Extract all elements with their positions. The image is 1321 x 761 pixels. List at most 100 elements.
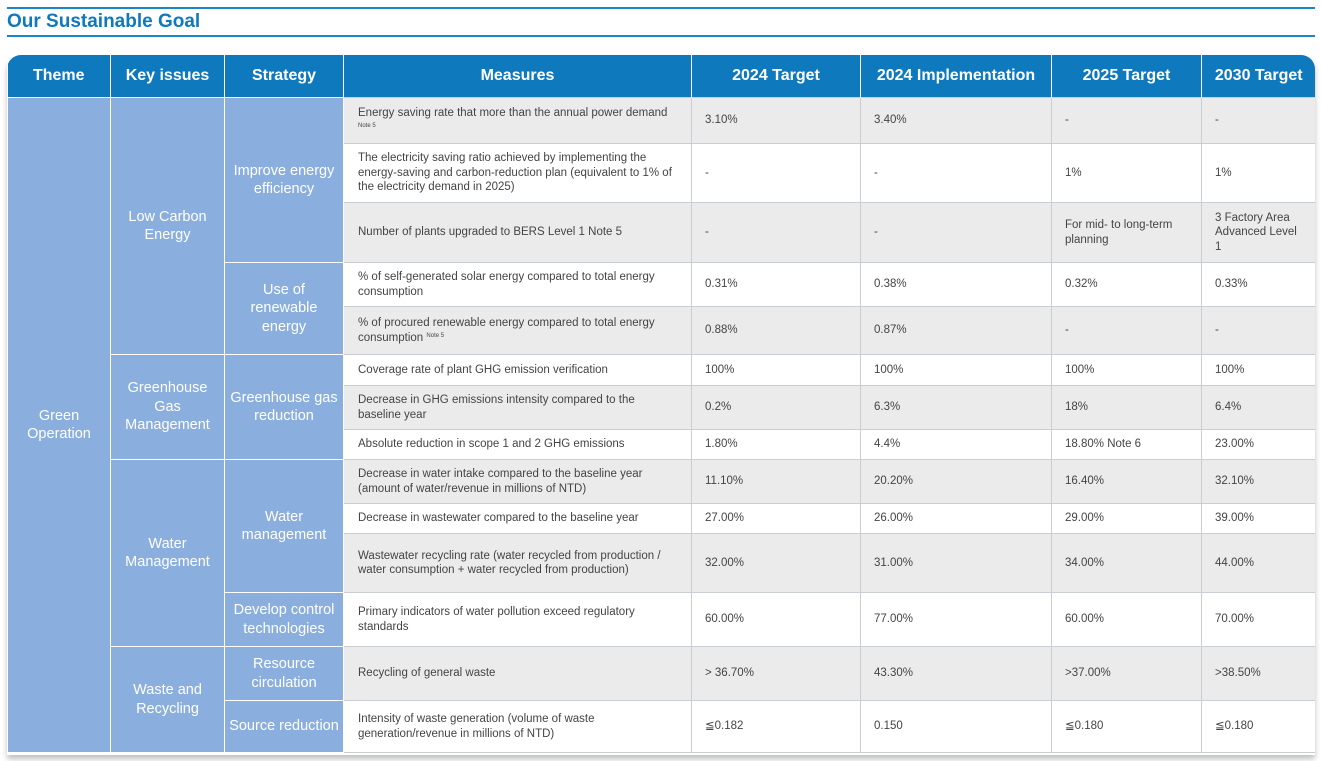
measure-text: % of procured renewable energy compared … — [358, 317, 655, 344]
target-2025-cell: 18.80% Note 6 — [1051, 429, 1202, 460]
measure-cell: Wastewater recycling rate (water recycle… — [343, 533, 692, 593]
implementation-2024-cell: 6.3% — [860, 385, 1052, 430]
target-2030-cell: 44.00% — [1201, 533, 1315, 593]
target-2025-cell: 18% — [1051, 385, 1202, 430]
strategy-cell: Water management — [224, 459, 344, 593]
target-2030-cell: 23.00% — [1201, 429, 1315, 460]
target-2030-cell: >38.50% — [1201, 646, 1315, 701]
measure-cell: Decrease in water intake compared to the… — [343, 459, 692, 504]
target-2030-cell: 39.00% — [1201, 503, 1315, 534]
target-2025-cell: - — [1051, 97, 1202, 144]
header-row: Theme Key issues Strategy Measures 2024 … — [7, 55, 1315, 98]
target-2025-cell: - — [1051, 306, 1202, 355]
measure-text: Energy saving rate that more than the an… — [358, 107, 668, 119]
target-2024-cell: 11.10% — [691, 459, 861, 504]
target-2030-cell: 3 Factory Area Advanced Level 1 — [1201, 202, 1315, 263]
target-2030-cell: 70.00% — [1201, 592, 1315, 647]
note-ref: Note 5 — [358, 122, 376, 129]
target-2024-cell: - — [691, 143, 861, 203]
implementation-2024-cell: 77.00% — [860, 592, 1052, 647]
measure-cell: Decrease in GHG emissions intensity comp… — [343, 385, 692, 430]
header-measures: Measures — [343, 55, 692, 98]
goals-table: Theme Key issues Strategy Measures 2024 … — [7, 55, 1315, 753]
measure-cell: Coverage rate of plant GHG emission veri… — [343, 354, 692, 386]
header-theme: Theme — [7, 55, 111, 98]
table-row: Greenhouse Gas Management Greenhouse gas… — [8, 354, 1315, 460]
table-row: Water Management Water management Decrea… — [8, 459, 1315, 647]
implementation-2024-cell: 100% — [860, 354, 1052, 386]
target-2024-cell: 100% — [691, 354, 861, 386]
table-row: Decrease in wastewater compared to the b… — [8, 503, 1315, 534]
implementation-2024-cell: - — [860, 202, 1052, 263]
implementation-2024-cell: 4.4% — [860, 429, 1052, 460]
target-2030-cell: - — [1201, 97, 1315, 144]
table-row: Use of renewable energy % of self-genera… — [8, 262, 1315, 355]
key-issue-cell: Greenhouse Gas Management — [110, 354, 225, 460]
target-2030-cell: - — [1201, 306, 1315, 355]
implementation-2024-cell: 31.00% — [860, 533, 1052, 593]
strategy-cell: Improve energy efficiency — [224, 97, 344, 263]
table-row: % of procured renewable energy compared … — [8, 306, 1315, 355]
implementation-2024-cell: 0.150 — [860, 700, 1052, 753]
implementation-2024-cell: 26.00% — [860, 503, 1052, 534]
header-2025-target: 2025 Target — [1051, 55, 1202, 98]
implementation-2024-cell: 43.30% — [860, 646, 1052, 701]
target-2024-cell: 32.00% — [691, 533, 861, 593]
note-ref: Note 5 — [426, 332, 445, 339]
strategy-cell: Resource circulation — [224, 646, 344, 701]
table-row: Number of plants upgraded to BERS Level … — [8, 202, 1315, 263]
implementation-2024-cell: 3.40% — [860, 97, 1052, 144]
target-2025-cell: 1% — [1051, 143, 1202, 203]
target-2024-cell: ≦0.182 — [691, 700, 861, 753]
measure-cell: Decrease in wastewater compared to the b… — [343, 503, 692, 534]
target-2024-cell: 0.88% — [691, 306, 861, 355]
target-2025-cell: >37.00% — [1051, 646, 1202, 701]
header-2024-implementation: 2024 Implementation — [860, 55, 1052, 98]
measure-cell: Energy saving rate that more than the an… — [343, 97, 692, 144]
target-2025-cell: 16.40% — [1051, 459, 1202, 504]
theme-cell: Green Operation — [7, 97, 111, 753]
table-row: Source reduction Intensity of waste gene… — [8, 700, 1315, 753]
header-2024-target: 2024 Target — [691, 55, 861, 98]
table-row: Waste and Recycling Resource circulation… — [8, 646, 1315, 753]
target-2030-cell: 32.10% — [1201, 459, 1315, 504]
key-issue-cell: Low Carbon Energy — [110, 97, 225, 355]
target-2025-cell: 60.00% — [1051, 592, 1202, 647]
target-2025-cell: For mid- to long-term planning — [1051, 202, 1202, 263]
key-issue-cell: Waste and Recycling — [110, 646, 225, 753]
implementation-2024-cell: - — [860, 143, 1052, 203]
target-2024-cell: - — [691, 202, 861, 263]
target-2030-cell: 6.4% — [1201, 385, 1315, 430]
target-2030-cell: 1% — [1201, 143, 1315, 203]
target-2030-cell: 100% — [1201, 354, 1315, 386]
strategy-cell: Greenhouse gas reduction — [224, 354, 344, 460]
header-key-issues: Key issues — [110, 55, 225, 98]
strategy-cell: Source reduction — [224, 700, 344, 753]
target-2024-cell: > 36.70% — [691, 646, 861, 701]
target-2030-cell: 0.33% — [1201, 262, 1315, 307]
target-2030-cell: ≦0.180 — [1201, 700, 1315, 753]
target-2025-cell: 100% — [1051, 354, 1202, 386]
implementation-2024-cell: 0.87% — [860, 306, 1052, 355]
header-2030-target: 2030 Target — [1201, 55, 1315, 98]
target-2024-cell: 0.31% — [691, 262, 861, 307]
measure-cell: Absolute reduction in scope 1 and 2 GHG … — [343, 429, 692, 460]
measure-cell: % of self-generated solar energy compare… — [343, 262, 692, 307]
goals-table-container: Theme Key issues Strategy Measures 2024 … — [7, 55, 1315, 755]
target-2024-cell: 27.00% — [691, 503, 861, 534]
measure-cell: % of procured renewable energy compared … — [343, 306, 692, 355]
target-2025-cell: ≦0.180 — [1051, 700, 1202, 753]
measure-cell: Primary indicators of water pollution ex… — [343, 592, 692, 647]
target-2024-cell: 1.80% — [691, 429, 861, 460]
strategy-cell: Develop control technologies — [224, 592, 344, 647]
target-2024-cell: 60.00% — [691, 592, 861, 647]
measure-cell: The electricity saving ratio achieved by… — [343, 143, 692, 203]
implementation-2024-cell: 0.38% — [860, 262, 1052, 307]
measure-cell: Number of plants upgraded to BERS Level … — [343, 202, 692, 263]
strategy-cell: Use of renewable energy — [224, 262, 344, 355]
implementation-2024-cell: 20.20% — [860, 459, 1052, 504]
page-title: Our Sustainable Goal — [7, 11, 201, 32]
target-2025-cell: 29.00% — [1051, 503, 1202, 534]
key-issue-cell: Water Management — [110, 459, 225, 647]
table-row: Wastewater recycling rate (water recycle… — [8, 533, 1315, 593]
